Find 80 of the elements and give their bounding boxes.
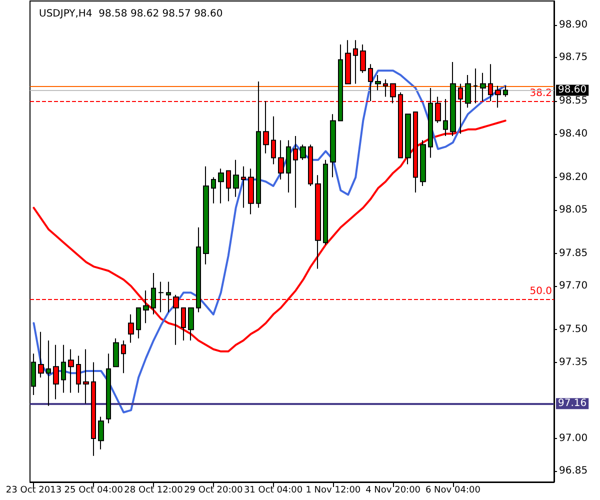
candlestick	[278, 140, 284, 180]
x-tick-label: 6 Nov 04:00	[425, 486, 481, 496]
candlestick	[188, 307, 194, 342]
ref-line-label: 98.60	[558, 84, 587, 96]
candlestick	[113, 338, 119, 368]
y-tick-label: 98.55	[559, 96, 588, 107]
y-tick-label: 96.85	[559, 466, 588, 477]
x-tick-label: 1 Nov 12:00	[306, 486, 361, 496]
candlestick	[300, 144, 306, 160]
y-tick-label: 97.85	[559, 248, 588, 259]
candlestick	[233, 159, 239, 198]
y-tick-label: 98.05	[559, 204, 588, 216]
candlestick	[128, 314, 134, 344]
candlestick	[286, 140, 291, 194]
candlestick	[375, 74, 381, 91]
y-tick-label: 97.50	[559, 324, 588, 336]
candlestick	[488, 64, 493, 102]
candlestick	[465, 74, 471, 108]
x-tick-label: 31 Oct 04:00	[244, 486, 303, 496]
y-tick-label: 97.70	[559, 280, 588, 292]
candlestick	[218, 168, 224, 204]
candlestick	[330, 114, 336, 178]
line-series	[32, 70, 506, 414]
candlestick	[121, 340, 126, 374]
candlestick	[480, 72, 486, 102]
candlestick	[136, 307, 141, 339]
candlestick	[420, 140, 426, 186]
y-tick-label: 97.00	[559, 432, 588, 444]
candlestick	[473, 68, 478, 104]
candlestick	[315, 174, 321, 270]
y-tick-label: 97.35	[559, 356, 588, 368]
candlestick	[91, 362, 96, 456]
candlestick	[383, 78, 388, 98]
text: USDJPY,H4 98.58 98.62 98.57 98.60	[39, 8, 223, 20]
y-tick-label: 98.20	[559, 172, 588, 183]
x-tick-label: 4 Nov 20:00	[366, 486, 421, 496]
candlestick	[256, 81, 261, 208]
candlestick	[293, 135, 298, 208]
candlestick	[443, 98, 448, 136]
candlestick	[241, 166, 246, 208]
candlestick	[38, 331, 44, 378]
candlestick	[181, 307, 186, 342]
candlestick	[76, 355, 81, 394]
y-tick-label: 98.75	[559, 52, 588, 64]
candlestick	[248, 168, 254, 215]
candlestick	[353, 40, 358, 84]
candlestick	[98, 416, 104, 450]
x-tick-label: 23 Oct 2013	[6, 486, 62, 496]
candlestick	[345, 40, 351, 84]
candlestick	[151, 272, 156, 315]
candlestick	[68, 348, 74, 394]
candlestick	[106, 353, 111, 424]
candlestick	[211, 176, 216, 204]
candlestick	[428, 88, 433, 158]
candlestick	[308, 144, 313, 186]
ref-line-label: 97.16	[558, 398, 587, 410]
candlestick	[271, 116, 276, 165]
candlestick	[46, 340, 51, 406]
candlestick	[143, 290, 149, 324]
x-tick-label: 28 Oct 12:00	[124, 486, 184, 496]
candlestick	[83, 348, 89, 404]
annotation: 50.0	[530, 286, 552, 298]
candlestick	[450, 61, 456, 136]
candlestick	[158, 281, 164, 313]
candlestick	[203, 166, 209, 265]
y-tick-label: 98.90	[559, 19, 588, 30]
candlestick	[360, 44, 366, 74]
candlestick	[368, 64, 373, 102]
candlestick	[166, 281, 171, 313]
candlestick	[503, 85, 508, 98]
candlestick	[53, 344, 59, 400]
candlestick	[226, 170, 231, 202]
candlestick	[338, 44, 343, 122]
x-tick-label: 29 Oct 20:00	[184, 486, 244, 496]
candlestick	[61, 344, 66, 394]
candlestick	[405, 114, 411, 165]
candlestick	[323, 159, 328, 246]
x-tick-label: 25 Oct 04:00	[64, 486, 124, 496]
candlestick	[196, 226, 201, 313]
y-tick-label: 98.40	[559, 128, 588, 140]
